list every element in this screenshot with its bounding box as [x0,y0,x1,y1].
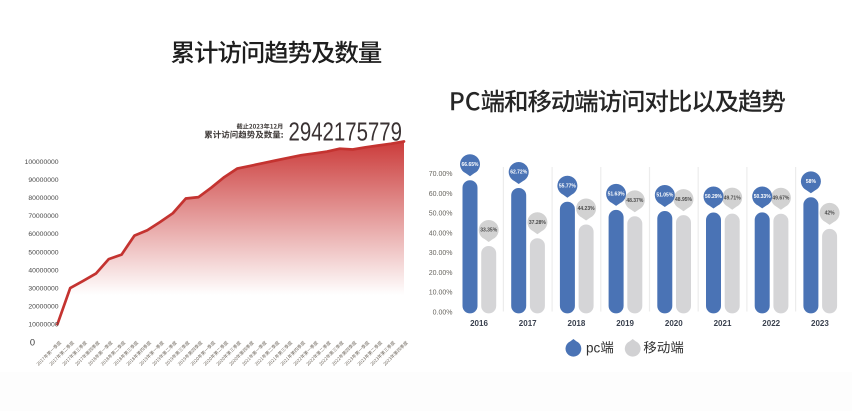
svg-text:40000000: 40000000 [28,267,58,274]
svg-text:33.35%: 33.35% [480,228,498,234]
svg-text:2021: 2021 [714,319,732,328]
svg-text:2018: 2018 [568,319,586,328]
svg-text:70.00%: 70.00% [429,171,453,178]
svg-text:60000000: 60000000 [28,231,58,238]
svg-text:48.37%: 48.37% [626,198,644,204]
svg-text:2017: 2017 [519,319,537,328]
svg-text:50000000: 50000000 [28,249,58,256]
svg-text:66.65%: 66.65% [462,162,480,168]
svg-text:2023: 2023 [811,319,829,328]
svg-text:2016: 2016 [470,319,488,328]
svg-text:pc: pc [586,340,601,355]
svg-text:30000000: 30000000 [28,286,58,293]
svg-text:2022: 2022 [762,319,780,328]
svg-text:90000000: 90000000 [28,177,58,184]
svg-text:51.05%: 51.05% [656,193,674,199]
svg-text:10000000: 10000000 [28,322,58,329]
svg-text:44.23%: 44.23% [578,206,596,212]
svg-text:80000000: 80000000 [28,195,58,202]
svg-text:2020: 2020 [665,319,683,328]
svg-text:48.95%: 48.95% [675,197,693,203]
svg-text:20.00%: 20.00% [429,270,453,277]
svg-text:37.28%: 37.28% [529,220,547,226]
svg-text:0: 0 [30,338,35,348]
svg-text:50.33%: 50.33% [754,194,772,200]
svg-text:30.00%: 30.00% [429,250,453,257]
svg-text:0.00%: 0.00% [433,309,453,316]
svg-text:49.67%: 49.67% [772,195,790,201]
svg-text:50.29%: 50.29% [705,194,723,200]
svg-text:10.00%: 10.00% [429,290,453,297]
svg-text:58%: 58% [806,179,817,185]
svg-text:62.72%: 62.72% [510,170,528,176]
svg-text:50.00%: 50.00% [429,211,453,218]
svg-text:55.77%: 55.77% [559,183,577,189]
svg-text:2942175779: 2942175779 [289,117,402,146]
svg-text:60.00%: 60.00% [429,191,453,198]
svg-text:51.63%: 51.63% [608,192,626,198]
svg-text:2019: 2019 [616,319,634,328]
svg-text:70000000: 70000000 [28,213,58,220]
svg-text:20000000: 20000000 [28,304,58,311]
svg-text:42%: 42% [825,211,836,217]
svg-text:40.00%: 40.00% [429,230,453,237]
svg-text:100000000: 100000000 [25,159,59,166]
svg-text:49.71%: 49.71% [724,195,742,201]
